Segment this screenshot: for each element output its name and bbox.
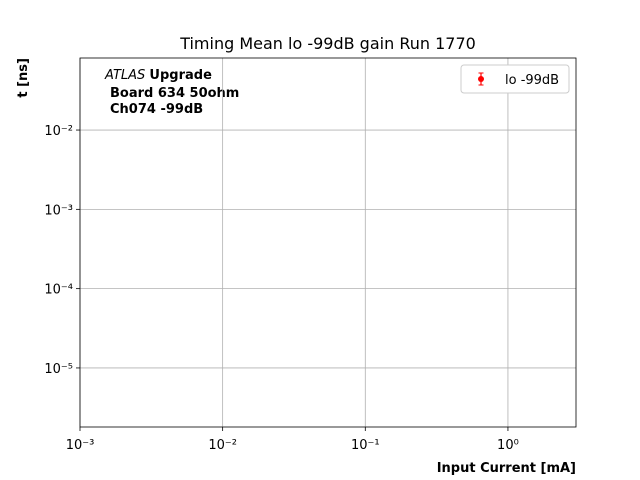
y-tick-label: 10⁻³ bbox=[44, 203, 73, 218]
x-tick-label: 10⁻¹ bbox=[351, 438, 380, 453]
y-tick-label: 10⁻⁵ bbox=[44, 362, 73, 377]
chart-title: Timing Mean lo -99dB gain Run 1770 bbox=[179, 34, 476, 53]
legend-box bbox=[460, 64, 570, 94]
y-tick-label: 10⁻⁴ bbox=[44, 283, 73, 298]
plot-frame bbox=[79, 57, 577, 428]
annotation: ATLAS Upgrade bbox=[104, 68, 212, 83]
x-tick-label: 10⁻³ bbox=[66, 438, 95, 453]
annotation-line: Ch074 -99dB bbox=[110, 102, 203, 117]
legend-label: lo -99dB bbox=[505, 73, 559, 88]
x-tick-label: 10⁰ bbox=[497, 438, 519, 453]
x-axis-label: Input Current [mA] bbox=[437, 461, 576, 476]
annotation-line: Board 634 50ohm bbox=[110, 86, 239, 101]
y-axis-label: t [ns] bbox=[16, 58, 31, 98]
legend: lo -99dB bbox=[460, 64, 570, 94]
y-tick-label: 10⁻² bbox=[44, 124, 73, 139]
atlas-label: ATLAS bbox=[104, 68, 145, 83]
x-tick-label: 10⁻² bbox=[208, 438, 237, 453]
legend-marker bbox=[478, 76, 484, 82]
upgrade-label: Upgrade bbox=[149, 68, 212, 83]
